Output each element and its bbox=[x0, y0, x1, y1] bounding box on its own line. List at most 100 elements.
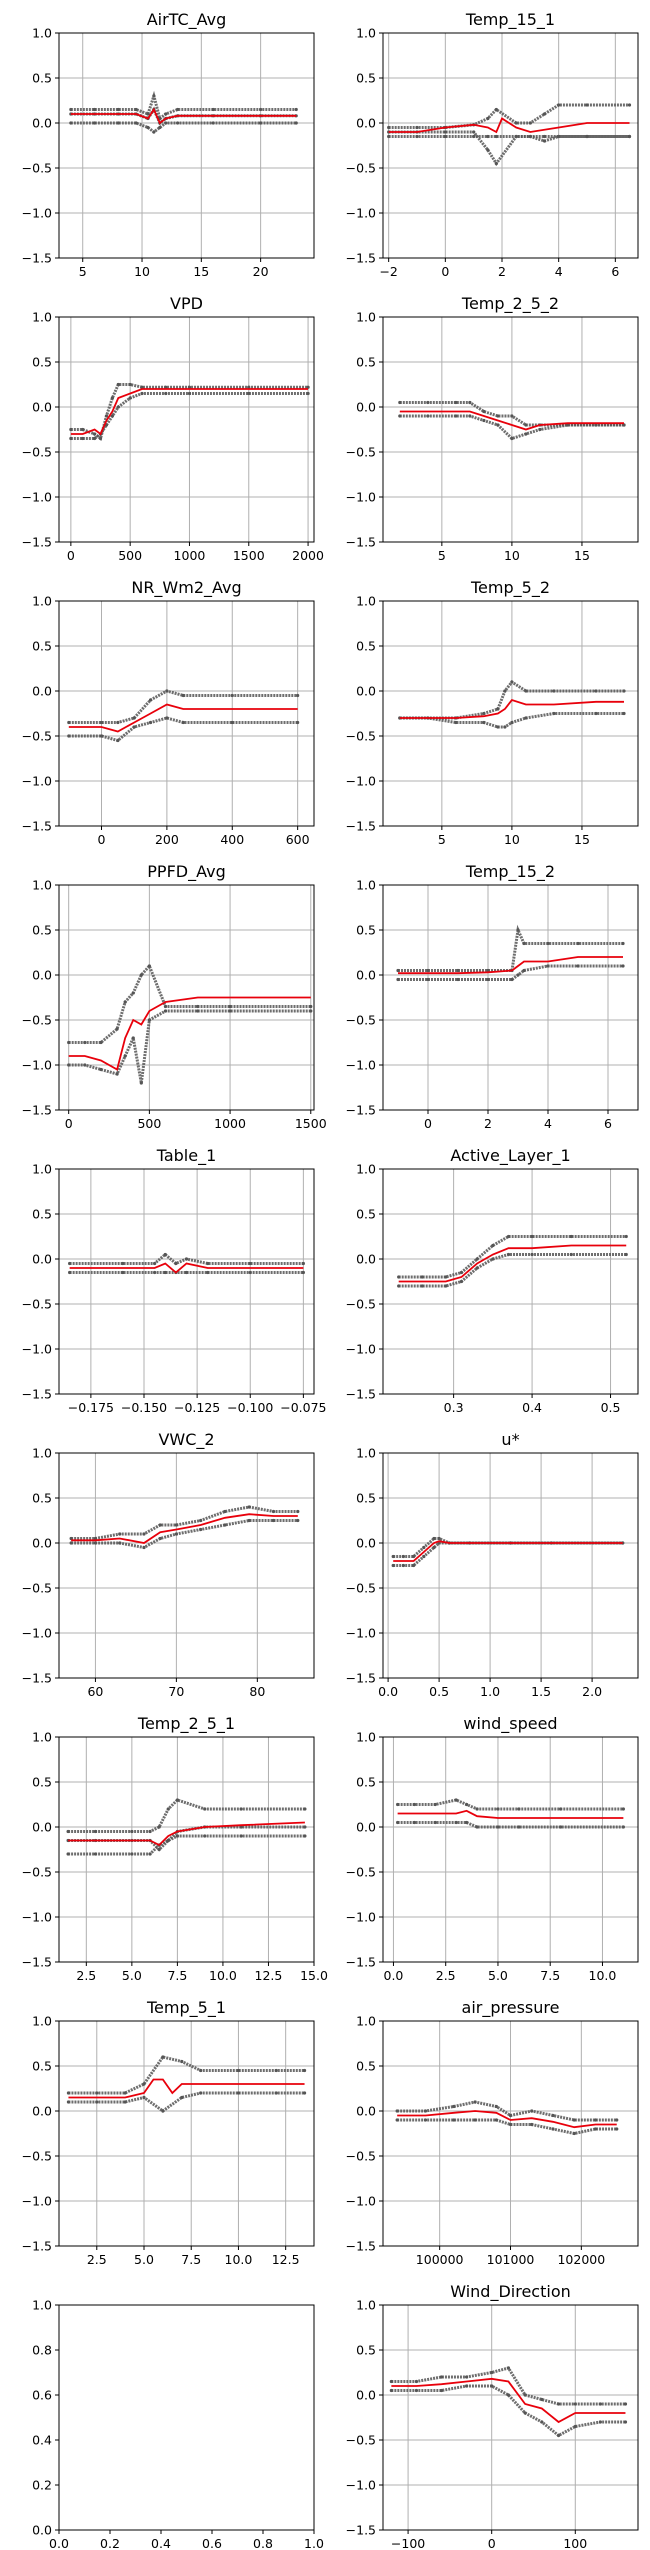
x-tick-label: 4 bbox=[555, 264, 563, 279]
data-point bbox=[528, 121, 532, 125]
data-point bbox=[422, 1554, 426, 1559]
data-point bbox=[199, 2091, 203, 2095]
x-tick-label: 200 bbox=[155, 832, 179, 847]
data-point bbox=[510, 436, 514, 441]
y-tick-label: 0.0 bbox=[32, 2104, 52, 2119]
y-tick-label: −0.5 bbox=[346, 729, 376, 744]
data-point bbox=[459, 1279, 464, 1284]
y-tick-label: −1.0 bbox=[346, 774, 376, 789]
x-tick-label: −0.100 bbox=[227, 1400, 273, 1415]
data-point bbox=[95, 2100, 99, 2104]
x-tick-label: 15.0 bbox=[300, 1968, 328, 1983]
y-tick-label: 1.0 bbox=[32, 2014, 52, 2029]
data-point bbox=[66, 1852, 70, 1856]
x-tick-label: 7.5 bbox=[540, 1968, 560, 1983]
data-point bbox=[66, 2091, 71, 2095]
x-tick-label: 10 bbox=[134, 264, 150, 279]
y-tick-label: 0.0 bbox=[356, 1820, 376, 1835]
x-tick-label: 0 bbox=[441, 264, 449, 279]
data-point bbox=[118, 1541, 122, 1545]
data-point bbox=[147, 1018, 151, 1022]
subplot-title: air_pressure bbox=[462, 1998, 560, 2018]
x-tick-label: 0 bbox=[67, 548, 75, 563]
data-point bbox=[128, 396, 132, 400]
data-point bbox=[516, 928, 520, 932]
y-tick-label: −1.5 bbox=[346, 819, 376, 834]
data-point bbox=[496, 423, 500, 427]
x-tick-label: 0.3 bbox=[444, 1400, 464, 1415]
data-point bbox=[99, 720, 104, 725]
subplot-title: u* bbox=[501, 1430, 519, 1449]
data-point bbox=[95, 2091, 99, 2095]
data-point bbox=[486, 977, 490, 982]
data-point bbox=[175, 1834, 179, 1838]
x-tick-label: 2.0 bbox=[582, 1684, 602, 1699]
data-point bbox=[206, 1270, 210, 1275]
data-point bbox=[522, 941, 526, 946]
data-point bbox=[524, 423, 528, 427]
data-point bbox=[456, 977, 460, 982]
y-tick-label: 0.0 bbox=[356, 684, 376, 699]
subplot-title: Temp_5_1 bbox=[146, 1998, 226, 2018]
y-tick-label: 0.0 bbox=[32, 2523, 52, 2538]
data-point bbox=[130, 1829, 134, 1834]
data-point bbox=[139, 973, 143, 977]
x-tick-label: 10 bbox=[504, 832, 520, 847]
data-point bbox=[92, 436, 97, 441]
x-tick-label: 0.5 bbox=[429, 1684, 449, 1699]
data-point bbox=[514, 134, 518, 139]
data-point bbox=[486, 116, 490, 121]
data-point bbox=[482, 418, 486, 423]
data-point bbox=[615, 2118, 619, 2122]
data-point bbox=[211, 107, 215, 112]
data-point bbox=[432, 1536, 436, 1541]
y-tick-label: 1.0 bbox=[32, 310, 52, 325]
x-tick-label: −0.125 bbox=[174, 1400, 220, 1415]
y-tick-label: −1.5 bbox=[22, 1955, 52, 1970]
data-point bbox=[158, 1536, 162, 1541]
x-tick-label: 0 bbox=[488, 2536, 496, 2550]
mean-line bbox=[68, 2078, 305, 2099]
data-point bbox=[116, 720, 120, 725]
y-tick-label: −1.5 bbox=[346, 2523, 376, 2538]
data-point bbox=[387, 125, 391, 130]
data-point bbox=[559, 1825, 563, 1829]
y-tick-label: −1.0 bbox=[346, 206, 376, 221]
x-tick-label: 2 bbox=[484, 1116, 492, 1131]
data-point bbox=[66, 1829, 70, 1834]
data-point bbox=[494, 2118, 498, 2122]
subplot-title: Temp_2_5_2 bbox=[461, 294, 559, 314]
y-tick-label: 0.4 bbox=[32, 2433, 52, 2448]
data-point bbox=[593, 2127, 598, 2131]
mean-line bbox=[398, 956, 623, 975]
data-point bbox=[491, 1257, 495, 1261]
data-series-2 bbox=[398, 1253, 627, 1288]
axes-frame bbox=[58, 1452, 315, 1679]
data-point bbox=[157, 1847, 161, 1852]
data-point bbox=[158, 1523, 162, 1527]
x-tick-label: 0.2 bbox=[100, 2536, 120, 2550]
axes-frame bbox=[58, 2020, 315, 2247]
data-point bbox=[66, 2100, 71, 2104]
x-tick-label: 7.5 bbox=[181, 2252, 201, 2267]
x-tick-label: 10.0 bbox=[209, 1968, 237, 1983]
data-point bbox=[239, 1834, 243, 1838]
data-point bbox=[67, 720, 71, 725]
y-tick-label: −1.0 bbox=[346, 1910, 376, 1925]
y-tick-label: −0.5 bbox=[22, 729, 52, 744]
x-tick-label: 2000 bbox=[292, 548, 324, 563]
data-point bbox=[92, 121, 97, 125]
x-tick-label: 15 bbox=[574, 548, 590, 563]
y-tick-label: 0.0 bbox=[356, 1536, 376, 1551]
y-tick-label: 0.5 bbox=[32, 71, 52, 86]
y-tick-label: 0.5 bbox=[356, 1775, 376, 1790]
axes-frame bbox=[58, 1736, 315, 1963]
data-point bbox=[542, 139, 547, 143]
data-point bbox=[517, 1825, 521, 1829]
data-point bbox=[506, 1252, 511, 1257]
data-point bbox=[556, 2402, 561, 2406]
data-point bbox=[164, 385, 168, 389]
data-point bbox=[468, 400, 472, 405]
data-point bbox=[196, 1009, 200, 1013]
